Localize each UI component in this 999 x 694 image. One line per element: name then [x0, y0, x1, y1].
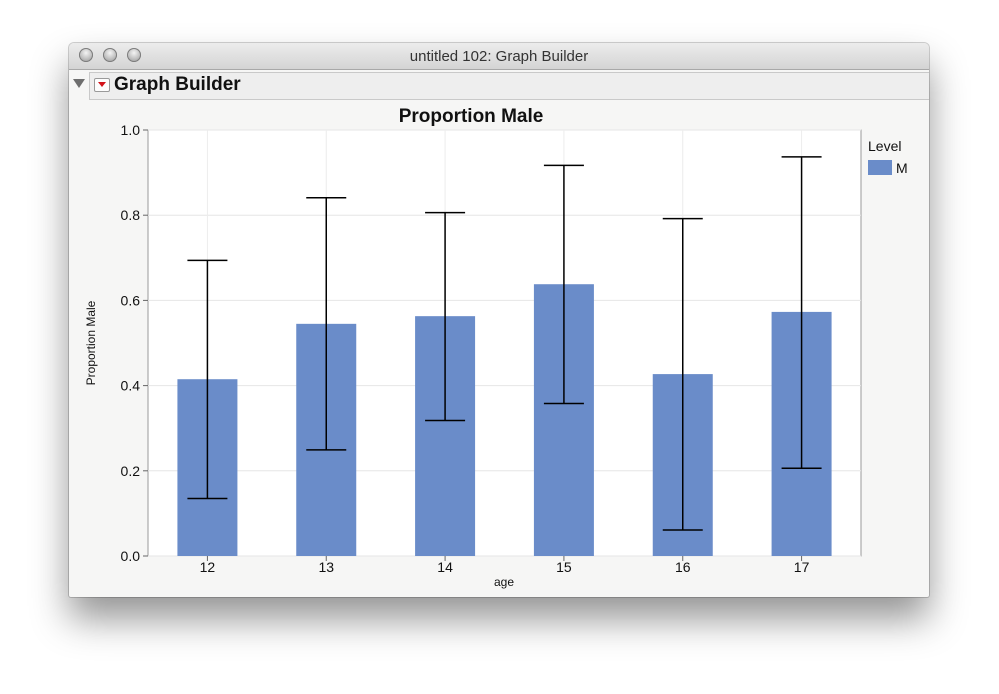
- legend-label: M: [896, 160, 908, 176]
- legend-title: Level: [868, 138, 901, 154]
- x-axis-ticks: 12 13 14 15 16 17: [200, 556, 810, 575]
- y-tick-label: 0.6: [121, 292, 141, 308]
- error-bars: [187, 156, 822, 531]
- x-tick-label: 13: [318, 559, 334, 575]
- y-tick-label: 0.2: [121, 463, 141, 479]
- error-bar-14: [425, 211, 466, 422]
- x-tick-label: 12: [200, 559, 216, 575]
- x-axis-label: age: [494, 575, 514, 589]
- title-bar: untitled 102: Graph Builder: [69, 43, 929, 70]
- close-window-button[interactable]: [79, 48, 93, 62]
- x-tick-label: 15: [556, 559, 572, 575]
- graph-builder-window: untitled 102: Graph Builder Graph Builde…: [69, 43, 929, 597]
- minimize-window-button[interactable]: [103, 48, 117, 62]
- legend: Level M: [868, 138, 908, 176]
- error-bar-13: [306, 196, 347, 451]
- zoom-window-button[interactable]: [127, 48, 141, 62]
- disclosure-triangle-icon[interactable]: [73, 79, 85, 88]
- chart-title: Proportion Male: [399, 106, 544, 127]
- error-bar-17: [781, 156, 822, 469]
- outline-title: Graph Builder: [114, 74, 241, 95]
- plot-area: [147, 129, 862, 557]
- legend-swatch: [868, 160, 892, 175]
- outline-header: Graph Builder: [69, 70, 929, 100]
- outline-title-box: Graph Builder: [89, 72, 929, 100]
- y-tick-label: 0.4: [121, 378, 141, 394]
- y-tick-label: 0.8: [121, 207, 141, 223]
- x-tick-label: 17: [794, 559, 810, 575]
- error-bar-16: [662, 217, 703, 531]
- y-axis-ticks: 0.0 0.2 0.4 0.6 0.8 1.0: [121, 122, 148, 564]
- error-bar-15: [543, 164, 584, 405]
- x-tick-label: 16: [675, 559, 691, 575]
- x-tick-label: 14: [437, 559, 453, 575]
- window-title: untitled 102: Graph Builder: [409, 48, 589, 65]
- bar-chart: Proportion Male 0.00.20.40.60.81.0 12 13 1…: [84, 106, 908, 589]
- y-tick-label: 1.0: [121, 122, 141, 138]
- red-triangle-menu-icon[interactable]: [94, 78, 110, 92]
- y-axis-label: Proportion Male: [84, 300, 98, 385]
- y-tick-label: 0.0: [121, 548, 141, 564]
- error-bar-12: [187, 259, 228, 500]
